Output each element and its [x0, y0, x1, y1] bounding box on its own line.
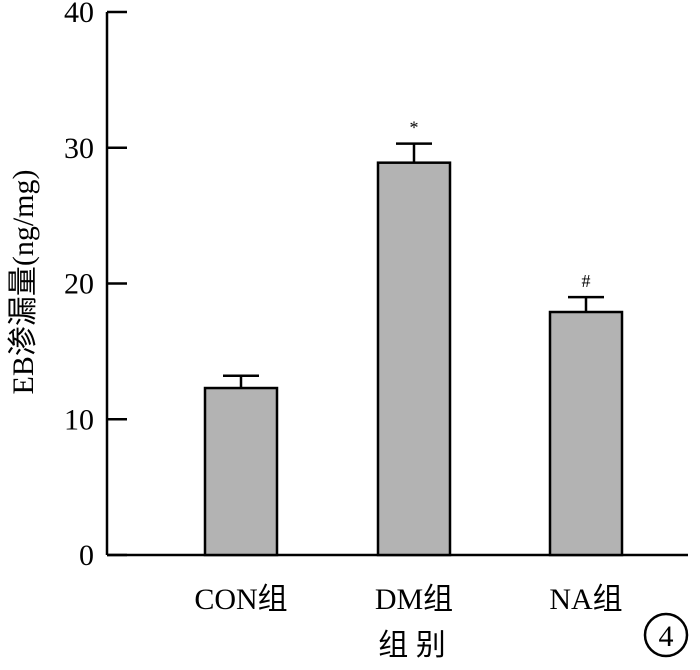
panel-number-circle [643, 612, 689, 658]
significance-marker: * [410, 118, 419, 138]
bar [376, 161, 452, 557]
panel-number-badge: 4 [643, 612, 689, 658]
bars-layer [203, 142, 624, 557]
y-tick-label: 20 [64, 268, 94, 301]
bar [548, 310, 624, 557]
category-label: DM组 [375, 583, 453, 616]
panel-number-label: 4 [659, 620, 674, 653]
labels-layer: 0 10 20 30 40 CON组 * DM组 # NA组 [64, 0, 623, 616]
y-tick-label: 0 [79, 539, 94, 572]
y-axis-title: EB渗漏量(ng/mg) [7, 170, 40, 395]
y-tick-label: 10 [64, 403, 94, 436]
bar [203, 386, 279, 557]
y-tick-label: 30 [64, 132, 94, 165]
significance-marker: # [582, 271, 591, 291]
category-label: CON组 [194, 583, 287, 616]
category-label: NA组 [549, 583, 622, 616]
y-tick-label: 40 [64, 0, 94, 29]
x-axis-title: 组 别 [378, 629, 446, 662]
